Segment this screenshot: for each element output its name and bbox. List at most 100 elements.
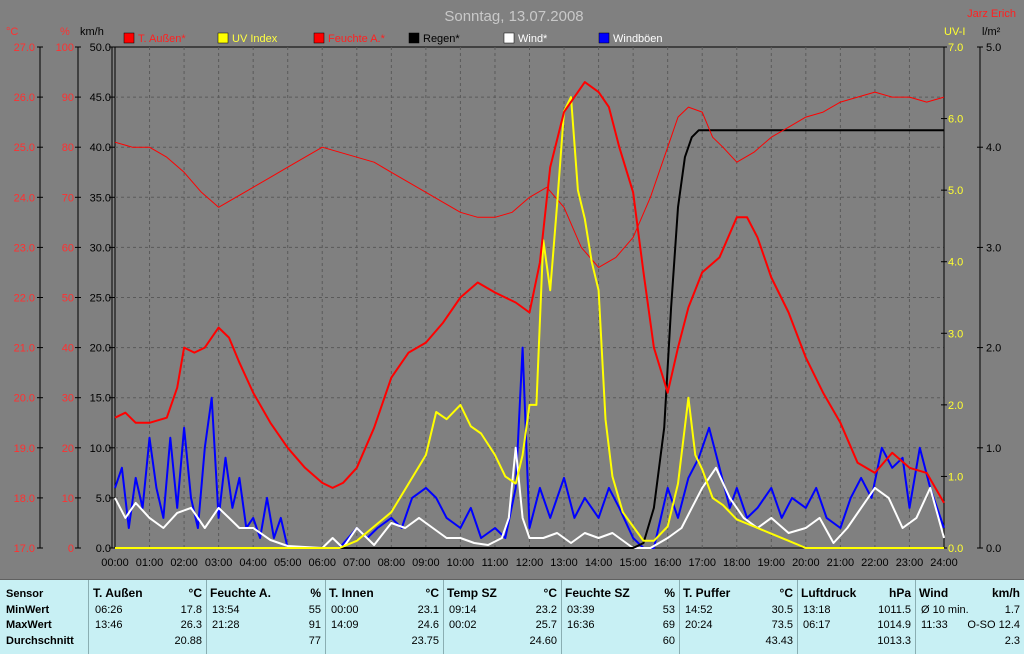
- max-value: 73.5: [771, 619, 793, 631]
- legend: T. Außen* UV Index Feuchte A.* Regen* Wind* W…: [123, 32, 663, 45]
- min-value: 1011.5: [878, 604, 911, 616]
- max-value: 69: [662, 619, 675, 631]
- temp-axis-tick-label: 22.0: [14, 293, 35, 305]
- sensor-unit: °C: [425, 586, 439, 600]
- legend-label: Windböen: [613, 33, 663, 45]
- min-time: 00:00: [331, 604, 359, 616]
- rain-axis-tick-label: 5.0: [986, 42, 1001, 54]
- x-tick-label: 03:00: [205, 557, 233, 569]
- wind-axis-tick-label: 45.0: [90, 92, 111, 104]
- x-tick-label: 24:00: [930, 557, 958, 569]
- temp-axis-tick-label: 17.0: [14, 543, 35, 555]
- x-tick-label: 04:00: [239, 557, 267, 569]
- series-line-wind: [114, 446, 945, 549]
- x-tick-label: 16:00: [654, 557, 682, 569]
- sensor-unit: km/h: [991, 586, 1020, 600]
- hum-unit-label: %: [60, 26, 70, 38]
- min-label: MinWert: [6, 604, 50, 616]
- x-tick-label: 07:00: [343, 557, 371, 569]
- avg-row: 77: [210, 635, 321, 650]
- stats-column-header: T. Außen °C: [93, 586, 202, 600]
- legend-swatch: [313, 32, 325, 44]
- series-line-uvindex: [115, 96, 944, 549]
- x-tick-label: 05:00: [274, 557, 302, 569]
- stats-column-header: Temp SZ °C: [447, 586, 557, 600]
- max-time: 16:36: [567, 619, 595, 631]
- min-value: 23.2: [535, 604, 557, 616]
- max-time: 20:24: [685, 619, 713, 631]
- wind-axis-tick-label: 50.0: [90, 42, 111, 54]
- x-tick-label: 20:00: [792, 557, 820, 569]
- max-value: 24.6: [417, 619, 439, 631]
- min-row: 14:52 30.5: [683, 604, 793, 619]
- min-value: 17.8: [180, 604, 202, 616]
- series-group: [114, 81, 945, 549]
- series-line-windben: [114, 346, 945, 549]
- legend-swatch: [123, 32, 135, 44]
- stats-column: Luftdruck hPa 13:18 1011.5 06:17 1014.9 1013.3: [797, 580, 916, 654]
- max-row: 06:17 1014.9: [801, 619, 911, 634]
- max-row: 00:02 25.7: [447, 619, 557, 634]
- rain-axis-tick-label: 4.0: [986, 142, 1001, 154]
- series-line-feuchtea: [114, 91, 945, 268]
- temp-axis-tick-label: 21.0: [14, 343, 35, 355]
- wind-axis-tick-label: 20.0: [90, 343, 111, 355]
- author-label: Jarz Erich: [967, 8, 1016, 20]
- avg-row: 24.60: [447, 635, 557, 650]
- sensor-name: Feuchte SZ: [565, 586, 630, 600]
- hum-axis-tick-label: 10: [62, 493, 74, 505]
- temp-axis-tick-label: 27.0: [14, 42, 35, 54]
- legend-swatch: [503, 32, 515, 44]
- min-value: 23.1: [417, 604, 439, 616]
- grid: [114, 46, 945, 549]
- uv-axis-tick-label: 4.0: [948, 257, 963, 269]
- avg-label: Durchschnitt: [6, 635, 74, 647]
- max-time: 11:33: [921, 619, 948, 631]
- uv-axis-tick-label: 5.0: [948, 185, 963, 197]
- avg-row: 1013.3: [801, 635, 911, 650]
- stats-table: Sensor MinWert MaxWert Durchschnitt T. A…: [0, 579, 1024, 654]
- x-tick-label: 06:00: [308, 557, 336, 569]
- wind-axis-tick-label: 10.0: [90, 443, 111, 455]
- sensor-unit: °C: [188, 586, 202, 600]
- min-time: 14:52: [685, 604, 713, 616]
- max-time: 21:28: [212, 619, 240, 631]
- stats-column: Feuchte SZ% 03:39 53 16:36 69 60: [561, 580, 680, 654]
- min-value: 1.7: [1004, 604, 1020, 616]
- temp-unit-label: °C: [6, 26, 18, 38]
- x-tick-label: 10:00: [447, 557, 475, 569]
- stats-column: T. Außen °C 06:26 17.8 13:46 26.3 20.88: [89, 580, 207, 654]
- stats-column-header: Luftdruck hPa: [801, 586, 911, 600]
- uv-axis-tick-label: 2.0: [948, 400, 963, 412]
- hum-axis-tick-label: 60: [62, 242, 74, 254]
- temp-axis-tick-label: 24.0: [14, 192, 35, 204]
- sensor-label: Sensor: [6, 588, 44, 600]
- max-row: 16:36 69: [565, 619, 675, 634]
- rain-unit-label: l/m²: [982, 26, 1001, 38]
- wind-axis-tick-label: 30.0: [90, 242, 111, 254]
- min-row: 13:18 1011.5: [801, 604, 911, 619]
- x-tick-label: 01:00: [136, 557, 164, 569]
- chart-title: Sonntag, 13.07.2008: [444, 8, 583, 25]
- avg-value: 20.88: [174, 635, 202, 647]
- sensor-name: T. Puffer: [683, 586, 731, 600]
- max-row: 13:46 26.3: [93, 619, 202, 634]
- hum-axis-tick-label: 90: [62, 92, 74, 104]
- min-time: 09:14: [449, 604, 477, 616]
- wind-axis-tick-label: 5.0: [96, 493, 111, 505]
- stats-column: Feuchte A.% 13:54 55 21:28 91 77: [206, 580, 326, 654]
- max-label: MaxWert: [6, 619, 52, 631]
- legend-swatch: [217, 32, 229, 44]
- legend-label: Regen*: [423, 33, 460, 45]
- max-time: 06:17: [803, 619, 831, 631]
- series-line-tauen: [114, 81, 945, 504]
- hum-axis-tick-label: 20: [62, 443, 74, 455]
- rain-axis-tick-label: 2.0: [986, 343, 1001, 355]
- uv-unit-label: UV-I: [944, 26, 965, 38]
- hum-axis-tick-label: 40: [62, 343, 74, 355]
- hum-axis-tick-label: 30: [62, 393, 74, 405]
- sensor-name: Temp SZ: [447, 586, 497, 600]
- legend-label: UV Index: [232, 33, 278, 45]
- min-time: 13:18: [803, 604, 831, 616]
